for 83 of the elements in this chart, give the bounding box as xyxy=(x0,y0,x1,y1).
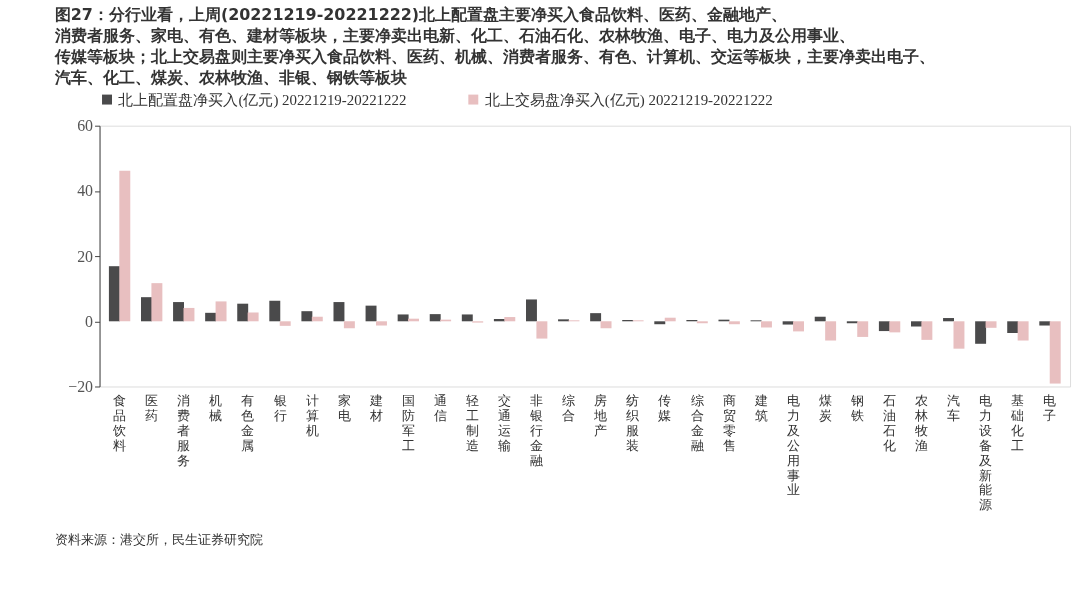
x-tick-label: 综合金融 xyxy=(690,392,704,453)
chart-title: 图27：分行业看，上周(20221219-20221222)北上配置盘主要净买入食品饮料、医药、金融地产、消费者服务、家电、有色、建材等板块，主要净卖出电新、化工、石油石化、农林牧渔、电子、电力及公用事业、传媒等板块；北上交易盘则主要净买入食品饮料、医药、机械、消费者服务、有色、计算机、交运等板块，主要净卖出电子、汽车、化工、煤炭、农林牧渔、非银、钢铁等板块 xyxy=(53,5,935,87)
x-tick-label: 通信 xyxy=(433,392,447,423)
bar xyxy=(397,314,409,322)
bar xyxy=(654,321,666,325)
x-tick-label: 交通运输 xyxy=(498,392,512,453)
x-tick-label: 有色金属 xyxy=(241,392,255,453)
bar xyxy=(301,311,313,322)
bar xyxy=(1007,321,1019,334)
x-tick-label: 房地产 xyxy=(593,392,608,438)
x-tick-label: 电力及公用事业 xyxy=(786,392,800,498)
bar xyxy=(279,321,291,326)
x-tick-label: 计算机 xyxy=(305,392,319,438)
bar xyxy=(461,314,473,322)
bar xyxy=(108,266,120,322)
x-tick-label: 基础化工 xyxy=(1010,392,1025,453)
x-tick-label: 消费者服务 xyxy=(177,392,191,468)
x-tick-label: 纺织服装 xyxy=(626,392,640,453)
bar xyxy=(1017,321,1029,341)
x-tick-label: 电子 xyxy=(1043,392,1057,423)
x-tick-label: 农林牧渔 xyxy=(914,392,929,453)
x-tick-label: 食品饮料 xyxy=(112,392,127,453)
y-tick-label: 60 xyxy=(77,117,94,135)
bar xyxy=(1039,321,1051,326)
bar xyxy=(857,321,869,337)
bar xyxy=(365,305,377,322)
bar xyxy=(953,321,965,349)
bar xyxy=(728,321,740,325)
bar xyxy=(173,302,185,322)
bar xyxy=(921,321,933,340)
bar xyxy=(910,321,922,327)
y-tick-label: −20 xyxy=(68,377,94,395)
bar xyxy=(600,321,612,329)
bar xyxy=(215,301,227,322)
x-tick-label: 石油石化 xyxy=(883,392,897,453)
bar xyxy=(269,300,281,322)
bar xyxy=(247,312,259,322)
bar xyxy=(525,299,537,322)
bar xyxy=(183,307,195,322)
x-tick-label: 电力设备及新能源 xyxy=(979,392,993,513)
bar xyxy=(237,303,249,322)
bar xyxy=(985,321,997,328)
y-tick-label: 20 xyxy=(77,247,94,265)
bar xyxy=(504,317,516,322)
x-tick-label: 银行 xyxy=(272,392,287,423)
bar xyxy=(429,314,441,322)
x-tick-label: 建筑 xyxy=(753,392,768,423)
bar xyxy=(782,321,794,325)
x-tick-label: 煤炭 xyxy=(818,392,832,423)
x-tick-label: 医药 xyxy=(145,392,159,423)
bar xyxy=(343,321,355,329)
bar xyxy=(590,313,602,322)
x-tick-label: 综合 xyxy=(562,392,576,423)
x-tick-label: 汽车 xyxy=(947,392,961,423)
x-tick-label: 钢铁 xyxy=(850,392,864,423)
bar xyxy=(975,321,987,344)
bar xyxy=(140,297,152,322)
bar xyxy=(205,312,217,322)
bar xyxy=(333,302,345,322)
bar xyxy=(878,321,890,332)
legend-label: 北上交易盘净买入(亿元) 20221219-20221222 xyxy=(484,91,773,109)
text: 资料来源：港交所，民生证券研究院 xyxy=(54,531,263,547)
bar xyxy=(943,318,955,322)
x-tick-label: 商贸零售 xyxy=(722,392,736,453)
x-tick-label: 国防军工 xyxy=(401,392,415,453)
x-tick-label: 家电 xyxy=(337,392,351,423)
bar xyxy=(1049,321,1061,384)
bar xyxy=(825,321,837,341)
bar xyxy=(760,321,772,328)
bar xyxy=(793,321,805,332)
x-tick-label: 机械 xyxy=(209,392,223,423)
y-tick-label: 0 xyxy=(85,312,94,330)
x-tick-label: 传媒 xyxy=(658,392,672,423)
y-tick-label: 40 xyxy=(77,182,94,200)
bar xyxy=(151,283,163,322)
bar xyxy=(889,321,901,333)
legend-label: 北上配置盘净买入(亿元) 20221219-20221222 xyxy=(118,91,407,109)
bar xyxy=(375,321,387,326)
bar xyxy=(119,170,131,322)
x-tick-label: 非银行金融 xyxy=(529,392,544,468)
bar xyxy=(536,321,548,339)
x-tick-label: 轻工制造 xyxy=(466,392,479,453)
x-tick-label: 建材 xyxy=(368,392,383,423)
